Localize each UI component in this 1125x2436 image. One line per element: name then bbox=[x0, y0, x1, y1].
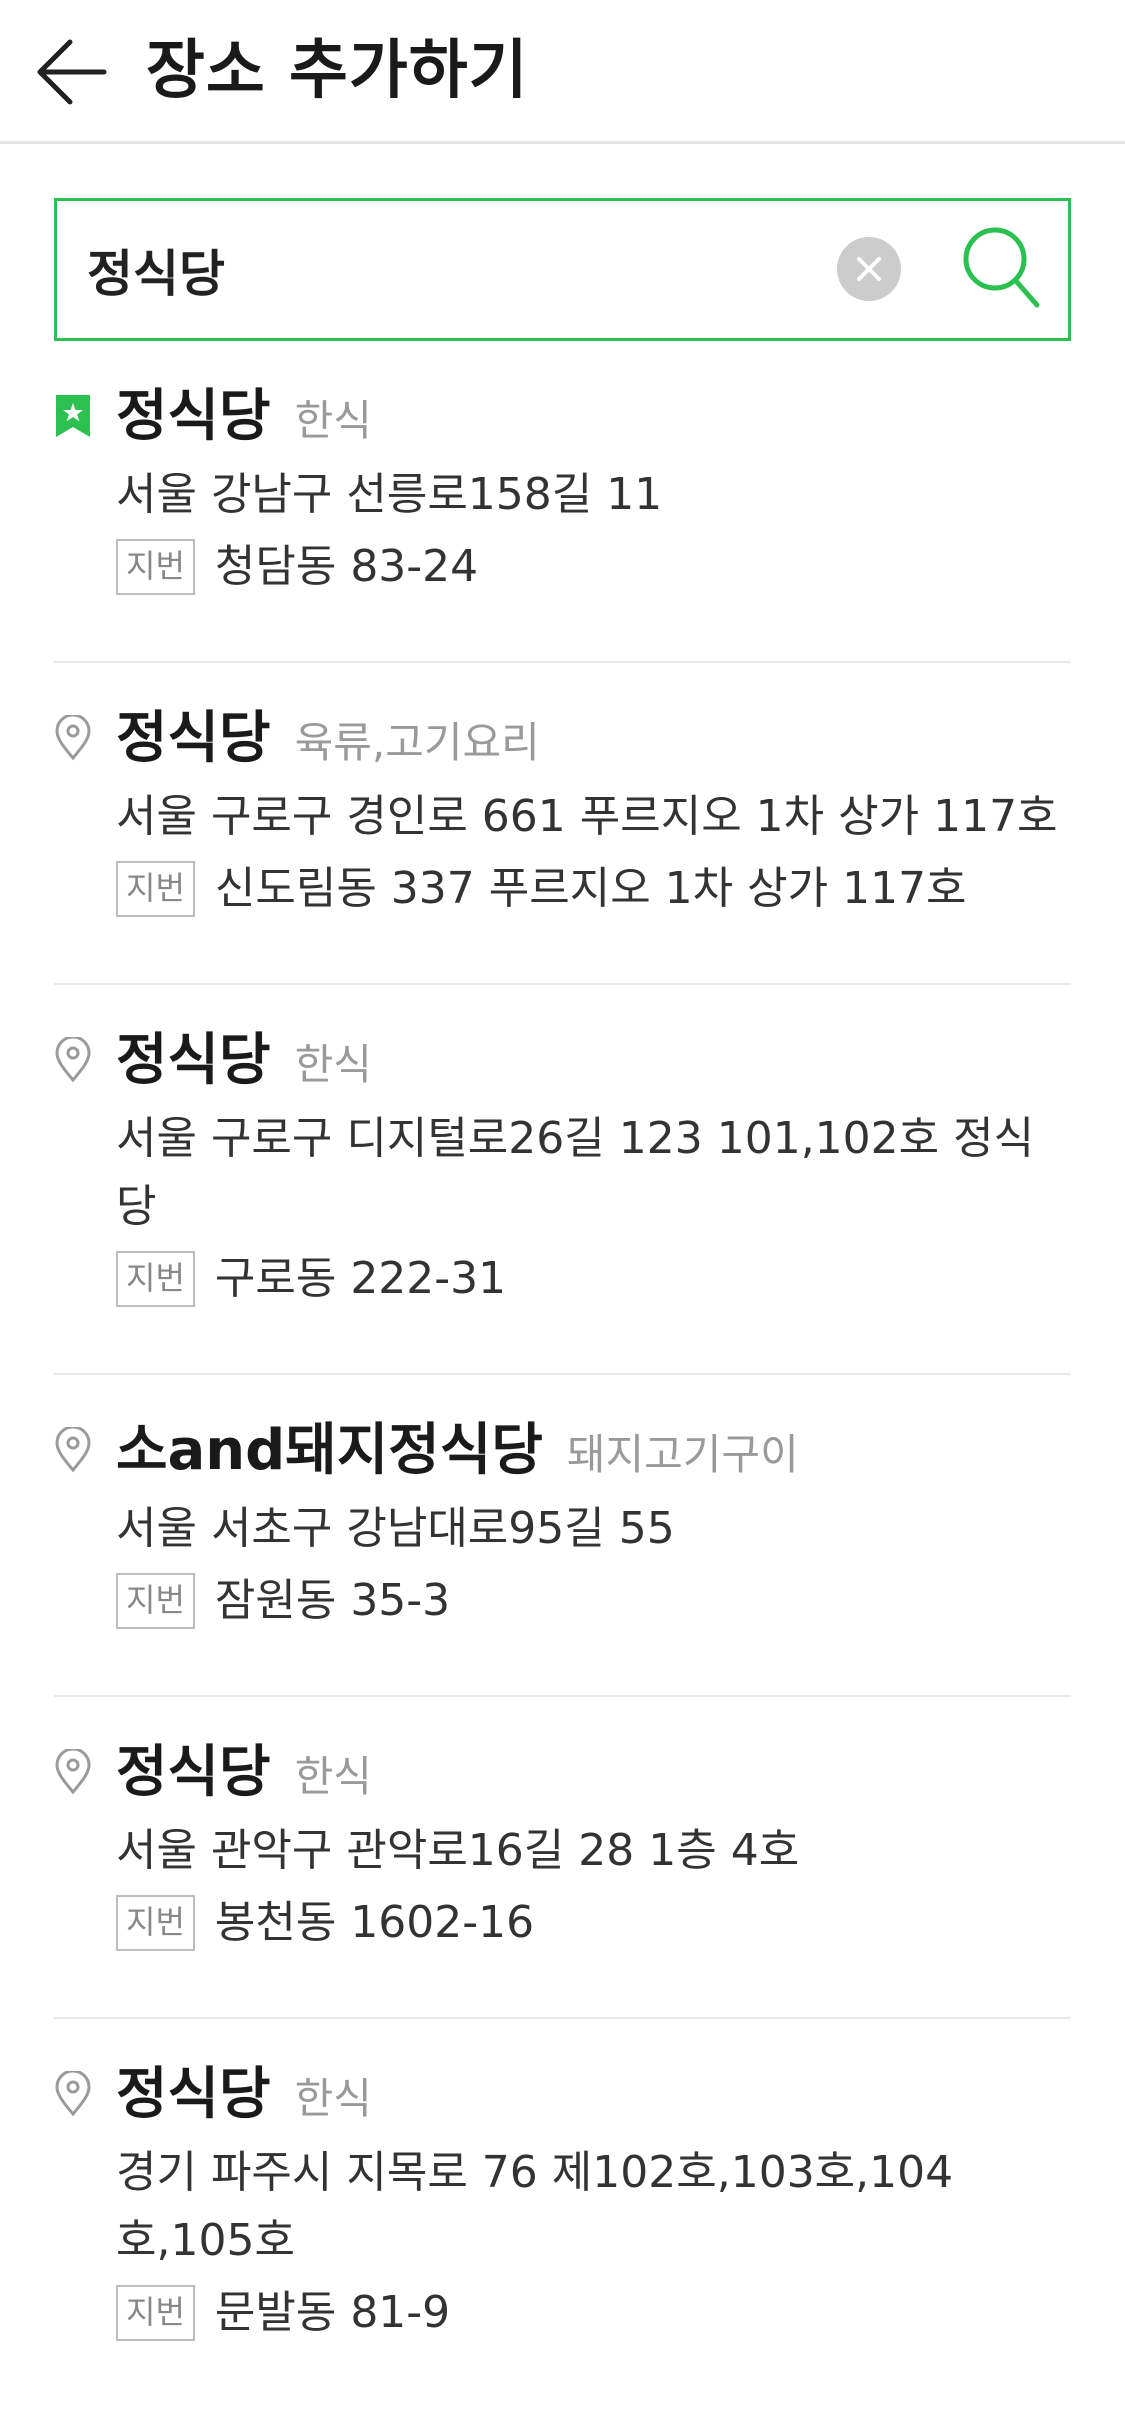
back-button[interactable] bbox=[34, 36, 110, 108]
jibun-address: 문발동 81-9 bbox=[214, 2287, 451, 2338]
results-list: 정식당 한식 서울 강남구 선릉로158길 11 지번 청담동 83-24 정식… bbox=[0, 341, 1125, 2407]
list-item[interactable]: 정식당 한식 경기 파주시 지목로 76 제102호,103호,104호,105… bbox=[54, 2019, 1071, 2407]
road-address: 경기 파주시 지목로 76 제102호,103호,104호,105호 bbox=[116, 2147, 954, 2266]
jibun-address: 봉천동 1602-16 bbox=[214, 1897, 535, 1948]
jibun-badge: 지번 bbox=[116, 539, 195, 595]
header: 장소 추가하기 bbox=[0, 0, 1125, 144]
road-address: 서울 구로구 경인로 661 푸르지오 1차 상가 117호 bbox=[116, 791, 1058, 842]
road-address: 서울 강남구 선릉로158길 11 bbox=[116, 469, 663, 520]
road-address: 서울 구로구 디지털로26길 123 101,102호 정식당 bbox=[116, 1113, 1035, 1232]
jibun-address: 잠원동 35-3 bbox=[214, 1575, 451, 1626]
jibun-badge: 지번 bbox=[116, 1251, 195, 1307]
place-name: 정식당 bbox=[116, 384, 271, 449]
list-item[interactable]: 소and돼지정식당 돼지고기구이 서울 서초구 강남대로95길 55 지번 잠원… bbox=[54, 1375, 1071, 1697]
jibun-badge: 지번 bbox=[116, 2285, 195, 2341]
place-category: 한식 bbox=[294, 1040, 372, 1089]
place-name: 정식당 bbox=[116, 1028, 271, 1093]
place-category: 한식 bbox=[294, 2074, 372, 2123]
jibun-address: 청담동 83-24 bbox=[214, 541, 479, 592]
location-pin-icon bbox=[54, 1747, 92, 1795]
place-name: 소and돼지정식당 bbox=[116, 1418, 543, 1483]
place-category: 육류,고기요리 bbox=[294, 718, 540, 767]
place-category: 돼지고기구이 bbox=[566, 1430, 799, 1479]
list-item[interactable]: 정식당 한식 서울 강남구 선릉로158길 11 지번 청담동 83-24 bbox=[54, 341, 1071, 663]
place-name: 정식당 bbox=[116, 706, 271, 771]
search-button[interactable] bbox=[961, 225, 1041, 311]
jibun-address: 구로동 222-31 bbox=[214, 1253, 507, 1304]
search-box bbox=[54, 198, 1071, 341]
page-title: 장소 추가하기 bbox=[146, 34, 529, 108]
location-pin-icon bbox=[54, 1425, 92, 1473]
magnifier-icon bbox=[963, 227, 1040, 308]
search-input[interactable] bbox=[87, 201, 847, 338]
place-category: 한식 bbox=[294, 396, 372, 445]
jibun-badge: 지번 bbox=[116, 1573, 195, 1629]
location-pin-icon bbox=[54, 713, 92, 761]
place-name: 정식당 bbox=[116, 2062, 271, 2127]
list-item[interactable]: 정식당 육류,고기요리 서울 구로구 경인로 661 푸르지오 1차 상가 11… bbox=[54, 663, 1071, 985]
place-category: 한식 bbox=[294, 1752, 372, 1801]
jibun-badge: 지번 bbox=[116, 1895, 195, 1951]
list-item[interactable]: 정식당 한식 서울 관악구 관악로16길 28 1층 4호 지번 봉천동 160… bbox=[54, 1697, 1071, 2019]
list-item[interactable]: 정식당 한식 서울 구로구 디지털로26길 123 101,102호 정식당 지… bbox=[54, 985, 1071, 1375]
clear-button[interactable] bbox=[837, 237, 901, 301]
arrow-left-icon bbox=[37, 39, 107, 105]
jibun-address: 신도림동 337 푸르지오 1차 상가 117호 bbox=[214, 863, 967, 914]
clear-x-icon bbox=[857, 257, 881, 281]
road-address: 서울 관악구 관악로16길 28 1층 4호 bbox=[116, 1825, 800, 1876]
location-pin-icon bbox=[54, 1035, 92, 1083]
location-pin-icon bbox=[54, 2069, 92, 2117]
place-name: 정식당 bbox=[116, 1740, 271, 1805]
road-address: 서울 서초구 강남대로95길 55 bbox=[116, 1503, 675, 1554]
bookmark-star-icon bbox=[54, 393, 92, 439]
jibun-badge: 지번 bbox=[116, 861, 195, 917]
